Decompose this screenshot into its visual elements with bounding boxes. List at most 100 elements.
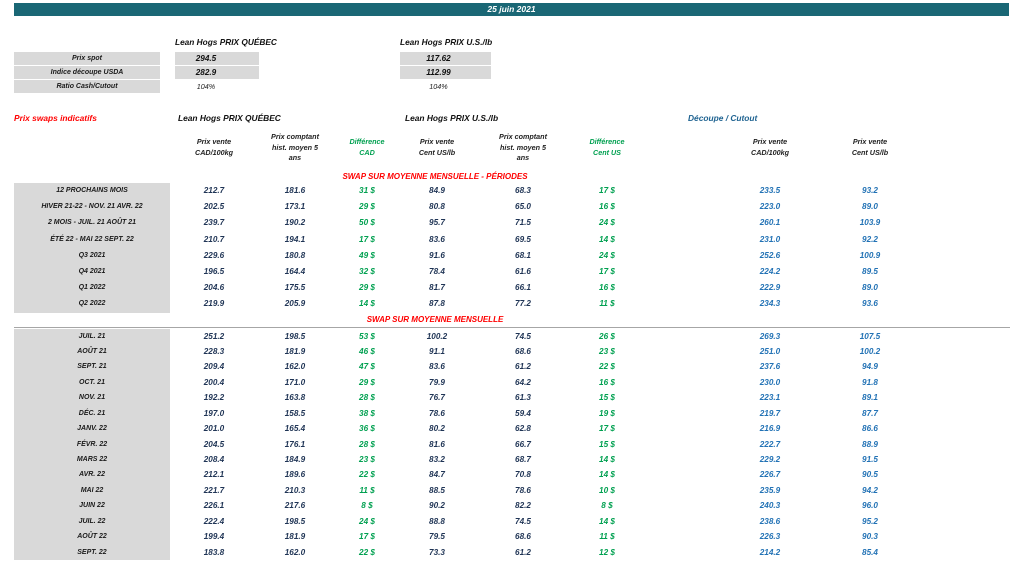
row-label: SEPT. 21 <box>14 359 170 376</box>
col-header-cutout-us: Prix vente Cent US/lb <box>851 137 889 157</box>
value-cutout-us: 90.3 <box>862 532 878 542</box>
row-label: JANV. 22 <box>14 421 170 438</box>
value-prix-vente-us: 91.1 <box>429 346 445 356</box>
row-label: OCT. 21 <box>14 374 170 392</box>
value-cutout-cad: 226.3 <box>759 532 781 542</box>
spacer <box>640 280 700 297</box>
spot-header-row: Lean Hogs PRIX QUÉBEC Lean Hogs PRIX U.S… <box>14 34 534 50</box>
row-label: MARS 22 <box>14 452 170 469</box>
value-prix-vente-us: 80.2 <box>429 424 445 434</box>
spot-price-block: Lean Hogs PRIX QUÉBEC Lean Hogs PRIX U.S… <box>14 34 534 94</box>
value-prix-vente-cad: 201.0 <box>203 424 225 434</box>
value-cutout-cad: 223.1 <box>759 393 781 403</box>
section-periods-title: SWAP SUR MOYENNE MENSUELLE - PÉRIODES <box>342 172 528 181</box>
value-prix-comptant-qc: 217.6 <box>284 501 306 511</box>
value-difference-cad: 11 $ <box>359 485 375 495</box>
value-prix-comptant-us: 74.5 <box>515 331 531 341</box>
value-cutout-cad: 252.6 <box>759 250 781 260</box>
value-cutout-us: 92.2 <box>862 234 878 244</box>
value-prix-comptant-us: 68.1 <box>515 250 531 260</box>
value-prix-vente-us: 83.6 <box>429 362 445 372</box>
row-label: 12 PROCHAINS MOIS <box>14 183 170 201</box>
value-cutout-cad: 234.3 <box>759 299 781 309</box>
value-prix-vente-cad: 251.2 <box>203 331 225 341</box>
value-prix-vente-us: 91.6 <box>429 250 445 260</box>
value-prix-comptant-qc: 175.5 <box>284 283 306 293</box>
value-difference-us: 12 $ <box>599 547 615 557</box>
spot-quebec-header: Lean Hogs PRIX QUÉBEC <box>175 37 277 47</box>
value-cutout-us: 103.9 <box>859 218 881 228</box>
spot-value-us: 104% <box>429 82 448 91</box>
value-prix-vente-cad: 192.2 <box>203 393 225 403</box>
value-difference-cad: 23 $ <box>359 455 375 464</box>
value-prix-vente-cad: 204.6 <box>203 283 225 293</box>
spacer <box>640 359 700 375</box>
value-difference-us: 23 $ <box>599 346 615 356</box>
swap-group-header-row: Prix swaps indicatifs Lean Hogs PRIX QUÉ… <box>14 110 900 126</box>
spacer <box>640 375 700 391</box>
value-cutout-cad: 223.0 <box>759 202 781 212</box>
value-cutout-cad: 231.0 <box>759 234 781 244</box>
spacer <box>640 390 700 406</box>
value-prix-vente-us: 95.7 <box>429 218 445 228</box>
value-prix-vente-cad: 210.7 <box>203 234 225 244</box>
value-difference-cad: 29 $ <box>359 283 375 293</box>
table-row: JUIL. 21 251.2 198.5 53 $ 100.2 74.5 26 $ 269.3… <box>14 328 900 345</box>
table-row: 12 PROCHAINS MOIS 212.7 181.6 31 $ 84.9 68.3 1… <box>14 183 900 201</box>
table-row: Q2 2022 219.9 205.9 14 $ 87.8 77.2 11 $ 234.3 93… <box>14 296 900 314</box>
table-row: Q1 2022 204.6 175.5 29 $ 81.7 66.1 16 $ 222.9 89… <box>14 280 900 298</box>
spacer <box>640 452 700 468</box>
monthly-rows: JUIL. 21 251.2 198.5 53 $ 100.2 74.5 26 $ 269.3… <box>14 328 900 562</box>
value-prix-vente-cad: 197.0 <box>203 408 225 418</box>
value-prix-comptant-qc: 181.9 <box>284 532 306 542</box>
value-difference-cad: 38 $ <box>359 408 375 418</box>
col-header-difference-cad: Différence CAD <box>349 137 385 157</box>
value-prix-comptant-qc: 198.5 <box>284 331 306 341</box>
table-row: ÉTÉ 22 - MAI 22 SEPT. 22 210.7 194.1 17 $ 83… <box>14 231 900 249</box>
row-label: FÉVR. 22 <box>14 436 170 454</box>
row-label: HIVER 21-22 - NOV. 21 AVR. 22 <box>14 199 170 217</box>
spacer <box>640 329 700 345</box>
value-cutout-us: 91.8 <box>862 377 878 387</box>
value-prix-comptant-us: 68.3 <box>515 186 531 195</box>
value-cutout-us: 89.1 <box>862 393 878 403</box>
value-prix-comptant-qc: 194.1 <box>284 234 306 244</box>
row-label: AOÛT 21 <box>14 343 170 361</box>
report-date: 25 juin 2021 <box>487 4 536 14</box>
value-prix-vente-cad: 212.1 <box>203 470 225 480</box>
spacer <box>640 545 700 561</box>
col-header-prix-comptant-us: Prix comptant hist. moyen 5 ans <box>499 131 547 163</box>
section-title-row: SWAP SUR MOYENNE MENSUELLE <box>14 313 900 326</box>
table-row: MAI 22 221.7 210.3 11 $ 88.5 78.6 10 $ 235.9 94.… <box>14 482 900 500</box>
spacer <box>640 344 700 360</box>
value-difference-us: 19 $ <box>599 408 615 418</box>
group-us-header: Lean Hogs PRIX U.S./lb <box>405 113 499 123</box>
value-difference-us: 15 $ <box>599 439 615 449</box>
value-prix-comptant-us: 66.1 <box>515 283 531 293</box>
value-difference-us: 11 $ <box>599 299 615 309</box>
value-difference-us: 15 $ <box>599 393 615 403</box>
value-prix-vente-us: 84.7 <box>429 470 445 480</box>
row-label: JUIN 22 <box>14 498 170 515</box>
value-cutout-cad: 226.7 <box>759 470 781 480</box>
value-difference-us: 14 $ <box>599 455 615 464</box>
spacer <box>640 248 700 265</box>
value-prix-vente-cad: 228.3 <box>203 346 225 356</box>
spacer <box>640 421 700 437</box>
spot-value-us: 117.62 <box>400 52 491 66</box>
table-row: AVR. 22 212.1 189.6 22 $ 84.7 70.8 14 $ 226.7 90… <box>14 467 900 484</box>
value-difference-us: 8 $ <box>601 501 613 511</box>
value-cutout-cad: 222.9 <box>759 283 781 293</box>
value-difference-cad: 36 $ <box>359 424 375 434</box>
value-difference-us: 14 $ <box>599 234 615 244</box>
value-difference-cad: 28 $ <box>359 439 375 449</box>
value-prix-comptant-us: 70.8 <box>515 470 531 480</box>
value-prix-vente-cad: 222.4 <box>203 516 225 526</box>
table-row: JUIN 22 226.1 217.6 8 $ 90.2 82.2 8 $ 240.3 96.0 <box>14 498 900 515</box>
value-prix-comptant-qc: 180.8 <box>284 250 306 260</box>
spot-row: Indice découpe USDA 282.9 112.99 <box>14 66 534 80</box>
spacer <box>640 437 700 453</box>
value-cutout-cad: 224.2 <box>759 266 781 276</box>
table-row: JANV. 22 201.0 165.4 36 $ 80.2 62.8 17 $ 216.9 8… <box>14 421 900 438</box>
spot-value-quebec: 282.9 <box>175 66 259 80</box>
